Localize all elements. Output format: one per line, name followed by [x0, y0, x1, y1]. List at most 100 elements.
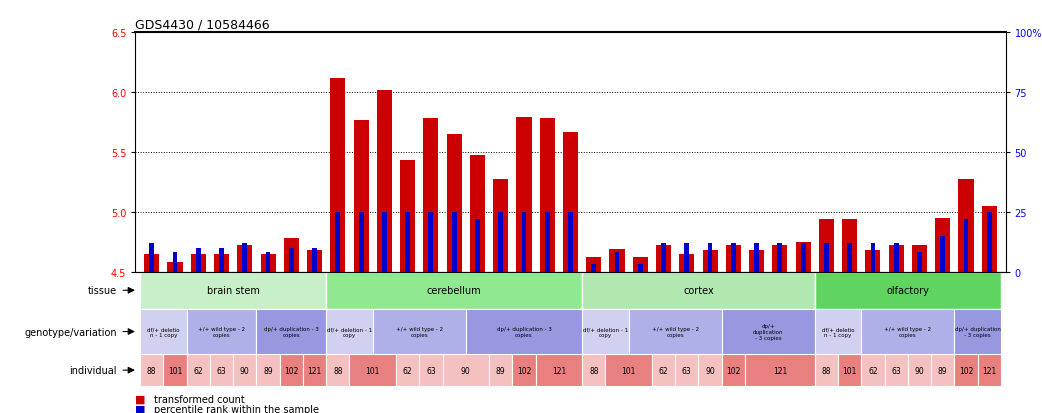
Bar: [540, 119, 554, 272]
Text: +/+ wild type - 2
copies: +/+ wild type - 2 copies: [396, 326, 443, 337]
Text: 102: 102: [517, 366, 531, 375]
Bar: [513, 354, 536, 386]
Text: 88: 88: [822, 366, 832, 375]
Bar: [628, 309, 722, 354]
Bar: [754, 243, 759, 272]
Bar: [498, 212, 503, 272]
Bar: [187, 309, 256, 354]
Bar: [140, 309, 187, 354]
Bar: [987, 212, 992, 272]
Text: +/+ wild type - 2
copies: +/+ wild type - 2 copies: [651, 326, 699, 337]
Bar: [870, 243, 875, 272]
Bar: [964, 219, 968, 272]
Text: dp/+
duplication
- 3 copies: dp/+ duplication - 3 copies: [753, 323, 784, 340]
Bar: [777, 243, 783, 272]
Bar: [349, 354, 396, 386]
Text: df/+ deletion - 1
copy: df/+ deletion - 1 copy: [582, 326, 628, 337]
Bar: [730, 243, 736, 272]
Bar: [749, 250, 764, 272]
Text: 101: 101: [168, 366, 182, 375]
Bar: [209, 354, 233, 386]
Text: ■: ■: [135, 404, 146, 413]
Bar: [196, 248, 201, 272]
Text: ■: ■: [135, 394, 146, 404]
Text: +/+ wild type - 2
copies: +/+ wild type - 2 copies: [198, 326, 245, 337]
Bar: [326, 309, 373, 354]
Bar: [279, 354, 303, 386]
Bar: [140, 272, 326, 309]
Text: 89: 89: [496, 366, 505, 375]
Text: 88: 88: [333, 366, 343, 375]
Bar: [283, 239, 299, 272]
Bar: [405, 212, 411, 272]
Bar: [493, 180, 508, 272]
Bar: [358, 212, 364, 272]
Bar: [452, 212, 456, 272]
Text: 101: 101: [843, 366, 857, 375]
Text: cerebellum: cerebellum: [427, 285, 481, 296]
Text: 62: 62: [868, 366, 877, 375]
Bar: [191, 254, 206, 272]
Bar: [889, 246, 903, 272]
Bar: [256, 309, 326, 354]
Text: 90: 90: [240, 366, 250, 375]
Text: 63: 63: [217, 366, 226, 375]
Text: df/+ deletio
n - 1 copy: df/+ deletio n - 1 copy: [822, 326, 854, 337]
Bar: [610, 249, 624, 272]
Bar: [330, 78, 345, 272]
Bar: [238, 246, 252, 272]
Bar: [545, 212, 549, 272]
Bar: [722, 354, 745, 386]
Bar: [423, 119, 439, 272]
Bar: [187, 354, 209, 386]
Bar: [675, 354, 698, 386]
Text: df/+ deletion - 1
copy: df/+ deletion - 1 copy: [327, 326, 372, 337]
Bar: [838, 354, 862, 386]
Bar: [605, 354, 652, 386]
Bar: [582, 309, 628, 354]
Text: 102: 102: [726, 366, 741, 375]
Bar: [702, 250, 718, 272]
Bar: [243, 243, 247, 272]
Bar: [815, 354, 838, 386]
Text: +/+ wild type - 2
copies: +/+ wild type - 2 copies: [885, 326, 932, 337]
Text: dp/+ duplication - 3
copies: dp/+ duplication - 3 copies: [497, 326, 551, 337]
Bar: [908, 354, 932, 386]
Bar: [326, 272, 582, 309]
Bar: [847, 243, 852, 272]
Bar: [679, 254, 694, 272]
Text: 62: 62: [403, 366, 413, 375]
Bar: [313, 248, 317, 272]
Text: olfactory: olfactory: [887, 285, 929, 296]
Bar: [661, 243, 666, 272]
Bar: [819, 219, 834, 272]
Bar: [443, 354, 489, 386]
Text: 121: 121: [307, 366, 322, 375]
Text: 63: 63: [891, 366, 901, 375]
Text: individual: individual: [70, 365, 117, 375]
Text: cortex: cortex: [684, 285, 714, 296]
Text: 89: 89: [264, 366, 273, 375]
Bar: [428, 212, 433, 272]
Text: brain stem: brain stem: [206, 285, 259, 296]
Bar: [260, 254, 276, 272]
Bar: [615, 253, 619, 272]
Bar: [266, 253, 271, 272]
Bar: [932, 354, 954, 386]
Bar: [940, 236, 945, 272]
Text: 121: 121: [551, 366, 566, 375]
Bar: [656, 246, 671, 272]
Text: 89: 89: [938, 366, 947, 375]
Bar: [396, 354, 419, 386]
Bar: [815, 272, 1001, 309]
Bar: [419, 354, 443, 386]
Bar: [652, 354, 675, 386]
Bar: [587, 258, 601, 272]
Text: 63: 63: [426, 366, 436, 375]
Bar: [475, 219, 480, 272]
Bar: [592, 265, 596, 272]
Bar: [862, 309, 954, 354]
Bar: [862, 354, 885, 386]
Bar: [894, 243, 898, 272]
Bar: [685, 243, 689, 272]
